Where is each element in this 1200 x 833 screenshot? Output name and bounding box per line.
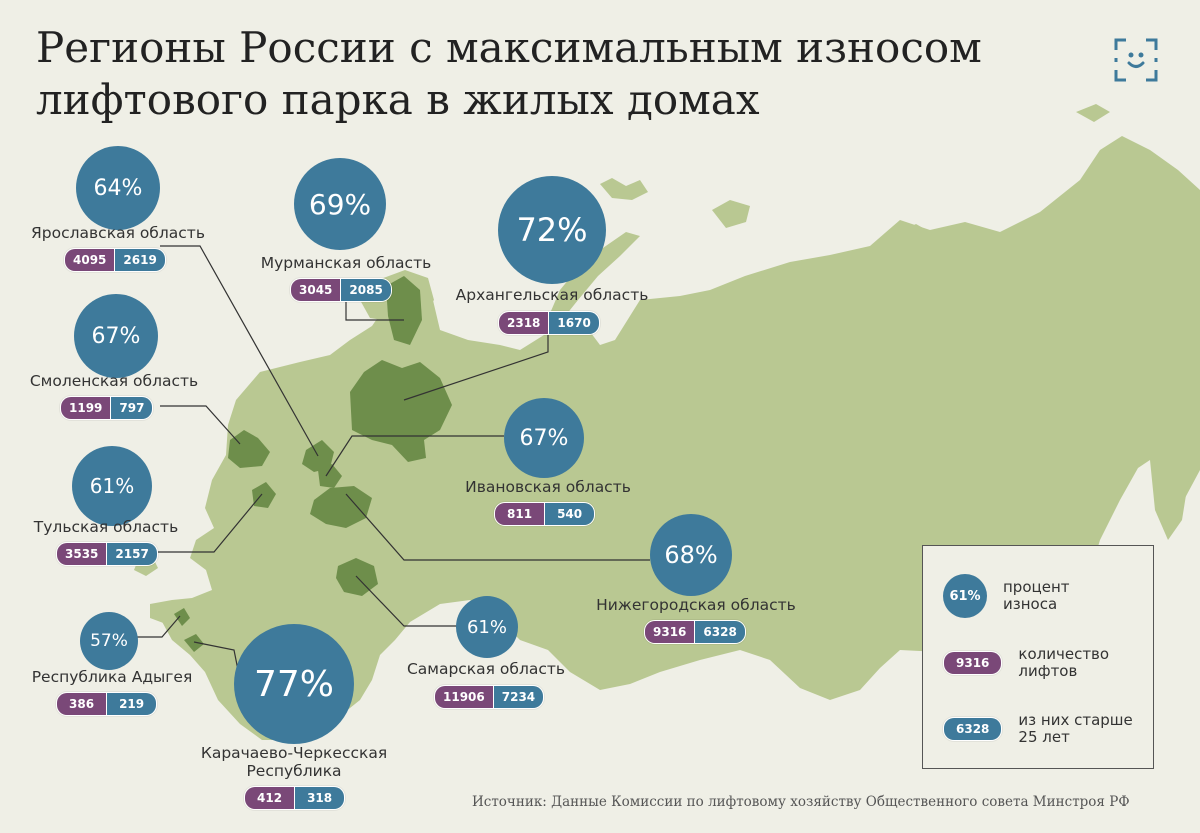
severnaya-zemlya-shape bbox=[712, 200, 750, 228]
legend-row-lifts: 9316 количество лифтов bbox=[943, 646, 1118, 680]
leader-murmansk bbox=[345, 300, 404, 321]
leader-nizhny bbox=[345, 493, 650, 561]
legend-row-wear: 61% процент износа bbox=[943, 574, 1093, 618]
leader-tula bbox=[158, 493, 263, 553]
region-name-samara: Самарская область bbox=[406, 660, 566, 678]
region-name-smolensk: Смоленская область bbox=[29, 372, 199, 390]
leader-yaroslavl bbox=[160, 245, 319, 457]
region-shape-tula bbox=[252, 482, 276, 508]
region-name-adygea: Республика Адыгея bbox=[31, 668, 193, 686]
leader-adygea bbox=[130, 615, 181, 638]
wear-circle-nizhny: 68% bbox=[650, 514, 732, 596]
lifts-count-ivanovo: 811 bbox=[495, 503, 546, 525]
region-shape-nizhny bbox=[310, 486, 372, 528]
region-shape-murmansk bbox=[386, 276, 422, 345]
lifts-count-yaroslavl: 4095 bbox=[65, 249, 116, 271]
old-count-adygea: 219 bbox=[107, 693, 157, 715]
old-count-arkhangelsk: 1670 bbox=[549, 312, 599, 334]
counts-pill-kchr: 412 318 bbox=[244, 786, 346, 810]
leader-samara bbox=[355, 575, 458, 627]
counts-pill-arkhangelsk: 2318 1670 bbox=[498, 311, 600, 335]
wear-circle-smolensk: 67% bbox=[74, 294, 158, 378]
legend-wear-label: процент износа bbox=[1003, 578, 1070, 613]
region-name-arkhangelsk: Архангельская область bbox=[455, 286, 649, 304]
lifts-count-adygea: 386 bbox=[57, 693, 108, 715]
region-name-yaroslavl: Ярославская область bbox=[31, 224, 205, 242]
page-title: Регионы России с максимальным износом ли… bbox=[36, 22, 1076, 126]
counts-pill-smolensk: 1199 797 bbox=[60, 396, 154, 420]
lifts-count-smolensk: 1199 bbox=[61, 397, 112, 419]
wear-circle-kchr: 77% bbox=[234, 624, 354, 744]
region-name-nizhny: Нижегородская область bbox=[596, 596, 796, 614]
legend-old-pill: 6328 bbox=[943, 717, 1003, 741]
source-note: Источник: Данные Комиссии по лифтовому х… bbox=[472, 794, 1130, 810]
region-name-tula: Тульская область bbox=[33, 518, 179, 536]
region-name-murmansk: Мурманская область bbox=[260, 254, 432, 272]
kamchatka-shape bbox=[1150, 440, 1190, 540]
wear-circle-adygea: 57% bbox=[80, 612, 138, 670]
old-count-yaroslavl: 2619 bbox=[115, 249, 165, 271]
title-line-2: лифтового парка в жилых домах bbox=[36, 75, 760, 124]
counts-pill-yaroslavl: 4095 2619 bbox=[64, 248, 166, 272]
wear-circle-tula: 61% bbox=[72, 446, 152, 526]
new-siberian-shape bbox=[900, 224, 930, 244]
wear-circle-ivanovo: 67% bbox=[504, 398, 584, 478]
lifts-count-nizhny: 9316 bbox=[645, 621, 696, 643]
region-shape-ivanovo bbox=[318, 464, 342, 488]
counts-pill-nizhny: 9316 6328 bbox=[644, 620, 746, 644]
legend-box: 61% процент износа 9316 количество лифто… bbox=[922, 545, 1154, 769]
title-line-1: Регионы России с максимальным износом bbox=[36, 23, 982, 72]
region-shape-kchr bbox=[184, 634, 204, 652]
franz-josef-shape bbox=[600, 178, 648, 200]
lifts-count-murmansk: 3045 bbox=[291, 279, 342, 301]
counts-pill-adygea: 386 219 bbox=[56, 692, 158, 716]
counts-pill-samara: 11906 7234 bbox=[434, 685, 545, 709]
wear-circle-samara: 61% bbox=[456, 596, 518, 658]
smile-logo-icon bbox=[1114, 38, 1158, 82]
legend-lifts-pill: 9316 bbox=[943, 651, 1003, 675]
wear-circle-arkhangelsk: 72% bbox=[498, 176, 606, 284]
lifts-count-kchr: 412 bbox=[245, 787, 296, 809]
leader-smolensk bbox=[160, 405, 241, 445]
lifts-count-samara: 11906 bbox=[435, 686, 494, 708]
old-count-kchr: 318 bbox=[295, 787, 345, 809]
counts-pill-murmansk: 3045 2085 bbox=[290, 278, 392, 302]
leader-arkhangelsk bbox=[403, 334, 549, 401]
lifts-count-tula: 3535 bbox=[57, 543, 108, 565]
counts-pill-ivanovo: 811 540 bbox=[494, 502, 596, 526]
region-name-kchr: Карачаево-Черкесская Республика bbox=[200, 744, 388, 780]
legend-old-sample: 6328 bbox=[944, 718, 1002, 740]
novaya-zemlya-shape bbox=[548, 232, 640, 320]
old-count-samara: 7234 bbox=[493, 686, 544, 708]
wear-circle-yaroslavl: 64% bbox=[76, 146, 160, 230]
old-count-tula: 2157 bbox=[107, 543, 157, 565]
old-count-nizhny: 6328 bbox=[695, 621, 745, 643]
wear-circle-murmansk: 69% bbox=[294, 158, 386, 250]
region-name-ivanovo: Ивановская область bbox=[465, 478, 631, 496]
leader-ivanovo bbox=[325, 435, 504, 477]
legend-old-label: из них старше 25 лет bbox=[1018, 711, 1133, 746]
old-count-smolensk: 797 bbox=[111, 397, 153, 419]
crimea-shape bbox=[150, 600, 180, 624]
old-count-ivanovo: 540 bbox=[545, 503, 595, 525]
legend-wear-circle: 61% bbox=[943, 574, 987, 618]
lifts-count-arkhangelsk: 2318 bbox=[499, 312, 550, 334]
legend-lifts-sample: 9316 bbox=[944, 652, 1002, 674]
region-shape-adygea bbox=[174, 608, 190, 626]
legend-lifts-label: количество лифтов bbox=[1018, 645, 1110, 680]
region-shape-smolensk bbox=[228, 430, 270, 468]
wrangel-shape bbox=[1076, 104, 1110, 122]
old-count-murmansk: 2085 bbox=[341, 279, 391, 301]
legend-row-old: 6328 из них старше 25 лет bbox=[943, 712, 1148, 746]
counts-pill-tula: 3535 2157 bbox=[56, 542, 158, 566]
